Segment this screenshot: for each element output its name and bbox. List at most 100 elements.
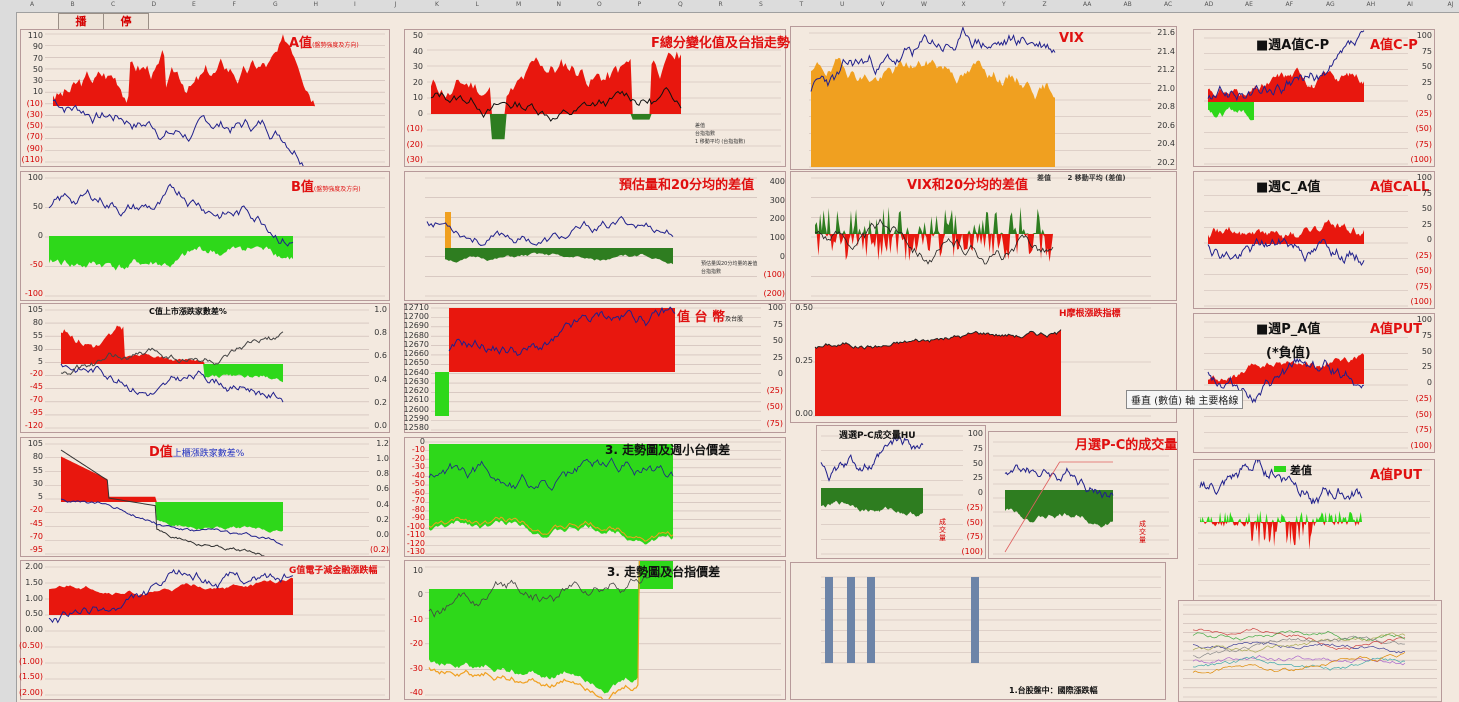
column-label[interactable]: AE: [1245, 1, 1253, 8]
axis-tick-label: 0: [37, 231, 43, 240]
column-label[interactable]: D: [151, 1, 157, 8]
axis-tick-label: (75): [1415, 281, 1432, 291]
axis-tick-label: 1.0: [374, 305, 387, 314]
bar: [847, 577, 855, 663]
h-value-y-axis: 0.50 0.25 0.00: [791, 303, 813, 422]
tab-stop[interactable]: 停: [103, 13, 149, 31]
column-label[interactable]: AB: [1123, 1, 1132, 8]
axis-tick-label: (25): [966, 502, 983, 512]
column-label[interactable]: AC: [1164, 1, 1173, 8]
column-label[interactable]: J: [394, 1, 397, 8]
axis-tick-label: 20.2: [1157, 158, 1175, 167]
column-label[interactable]: AF: [1285, 1, 1294, 8]
panel-b-value[interactable]: B值(盤勢強度及方向) 100 50 0 -50 -100: [20, 171, 390, 301]
vix20-legend-diff: 差值: [1037, 174, 1051, 182]
column-label[interactable]: X: [961, 1, 966, 8]
column-label[interactable]: AJ: [1447, 1, 1454, 8]
axis-tick-label: 30: [412, 62, 423, 71]
column-label[interactable]: Z: [1042, 1, 1047, 8]
week-a-cp-y-axis: 100 75 50 25 0 (25) (50) (75) (100): [1410, 30, 1432, 166]
negative-area: [1005, 490, 1113, 528]
column-label[interactable]: M: [516, 1, 522, 8]
panel-tw-value[interactable]: 值 台 幣及台股 12710 12700 12690 12680 12670 12660 1…: [404, 303, 786, 433]
axis-tick-label: (25): [1415, 250, 1432, 260]
panel-f-value[interactable]: F總分變化值及台指走勢 50 40 30 20 10 0 (10) (20) (30) 差值 台…: [404, 29, 790, 167]
column-label[interactable]: R: [718, 1, 723, 8]
axis-tick-label: 70: [32, 53, 43, 63]
column-label[interactable]: AG: [1326, 1, 1335, 8]
panel-trend-tw[interactable]: 3. 走勢圖及台指價差 10 0 -10 -20 -30 -40: [404, 560, 786, 700]
vix20-legend-ma: 2 移動平均 (差值): [1067, 174, 1126, 182]
column-label[interactable]: H: [313, 1, 319, 8]
axis-tick-label: 12660: [403, 349, 429, 359]
panel-week-pc-vol[interactable]: 週選P-C成交量HU 成交量 100 75 50 25 0 (25) (50) (75) (10…: [816, 425, 986, 559]
axis-tick-label: (0.50): [18, 640, 43, 650]
column-label[interactable]: F: [232, 1, 236, 8]
column-label[interactable]: AD: [1204, 1, 1214, 8]
panel-trend-week[interactable]: 3. 走勢圖及週小台價差 0 -10 -20 -30 -40 -50 -60 -70 -80 -9…: [404, 437, 786, 557]
a-value-subtitle: (盤勢強度及方向): [312, 42, 359, 49]
panel-month-pc-vol[interactable]: 月選P-C的成交量 成交量: [988, 431, 1178, 559]
panel-d-value[interactable]: D值上櫃漲跌家數差% 105 80 55 30 5 -20 -45 -70 -95 1.2 1.0…: [20, 437, 390, 557]
panel-h-value[interactable]: H摩根漲跌指標 0.50 0.25 0.00: [790, 303, 1177, 423]
h-value-chart: [813, 307, 1151, 417]
axis-tick-label: 50: [972, 458, 983, 468]
column-label[interactable]: P: [637, 1, 642, 8]
axis-tick-label: 80: [32, 317, 43, 327]
axis-tick-label: 0.50: [25, 609, 43, 619]
column-label[interactable]: G: [273, 1, 278, 8]
f-legend-index: 台指指數: [695, 131, 716, 137]
panel-bar[interactable]: 1.台股盤中：國際漲跌幅: [790, 562, 1166, 700]
column-label[interactable]: T: [799, 1, 804, 8]
panel-vix[interactable]: VIX 21.6 21.4 21.2 21.0 20.8 20.6 20.4 20.2: [790, 26, 1177, 170]
series-line: [810, 27, 1056, 92]
column-label[interactable]: AH: [1366, 1, 1376, 8]
panel-week-a-cp[interactable]: ■週A值C-P A值C-P 100 75 50 25 0 (25) (50) (75) (100…: [1193, 29, 1435, 167]
panel-a-value[interactable]: A值(盤勢強度及方向) 110 90 70 50 30 10 (10) (30) (50) (70…: [20, 29, 390, 167]
column-label[interactable]: B: [70, 1, 75, 8]
column-label[interactable]: N: [556, 1, 562, 8]
axis-tick-label: 0: [777, 369, 783, 379]
panel-vix20[interactable]: VIX和20分均的差值 差值 2 移動平均 (差值): [790, 171, 1177, 301]
column-label[interactable]: C: [111, 1, 116, 8]
panel-a-put-diff[interactable]: 差值 A值PUT: [1193, 459, 1435, 601]
month-pc-vol-legend: 成交量: [1139, 520, 1146, 544]
axis-tick-label: 25: [772, 352, 783, 362]
week-a-cp-chart: [1204, 30, 1408, 165]
a-put-diff-chart: [1198, 460, 1430, 597]
column-label[interactable]: L: [475, 1, 479, 8]
column-label[interactable]: W: [921, 1, 927, 8]
axis-tick-label: 12680: [403, 330, 429, 340]
panel-g-value[interactable]: G值電子減金融漲跌幅 2.00 1.50 1.00 0.50 0.00 (0.50) (1.…: [18, 560, 390, 700]
tw-value-subtitle: 及台股: [725, 316, 744, 323]
panel-c-value[interactable]: C值上市漲跌家數差% 105 80 55 30 5 -20 -45 -70 -95 -120 1.…: [20, 303, 390, 433]
column-label[interactable]: E: [192, 1, 196, 8]
column-label[interactable]: Y: [1002, 1, 1006, 8]
axis-tick-label: (200): [763, 289, 785, 298]
axis-tick-label: 12700: [403, 312, 429, 322]
panel-week-p[interactable]: ■週P_A值 A值PUT (*負值) 100 75 50 25 0 (25) (50) (75…: [1193, 313, 1435, 453]
column-label[interactable]: S: [759, 1, 763, 8]
axis-tick-label: 0: [779, 251, 785, 261]
negative-area: [429, 589, 673, 694]
column-label[interactable]: A: [30, 1, 35, 8]
panel-estimate[interactable]: 預估量和20分均的差值 400 300 200 100 0 (100) (200) 預估量與…: [404, 171, 786, 301]
positive-area: [1200, 510, 1362, 522]
month-pc-vol-title: 月選P-C的成交量: [1075, 438, 1178, 453]
column-label[interactable]: I: [354, 1, 356, 8]
axis-tick-label: (100): [1410, 297, 1432, 306]
axis-tick-label: (1.00): [18, 656, 43, 666]
week-c-chart: [1204, 179, 1408, 307]
column-label[interactable]: O: [597, 1, 602, 8]
column-label[interactable]: Q: [678, 1, 683, 8]
column-label[interactable]: AA: [1083, 1, 1092, 8]
column-label[interactable]: K: [435, 1, 439, 8]
column-label[interactable]: AI: [1407, 1, 1413, 8]
week-c-y-axis: 100 75 50 25 0 (25) (50) (75) (100): [1410, 172, 1432, 308]
series-line: [1192, 652, 1406, 674]
panel-multi-line[interactable]: [1178, 600, 1442, 702]
column-label[interactable]: V: [880, 1, 885, 8]
panel-week-c[interactable]: ■週C_A值 A值CALL 100 75 50 25 0 (25) (50) (75) (100…: [1193, 171, 1435, 309]
column-label[interactable]: U: [840, 1, 845, 8]
axis-tick-label: 50: [772, 336, 783, 346]
